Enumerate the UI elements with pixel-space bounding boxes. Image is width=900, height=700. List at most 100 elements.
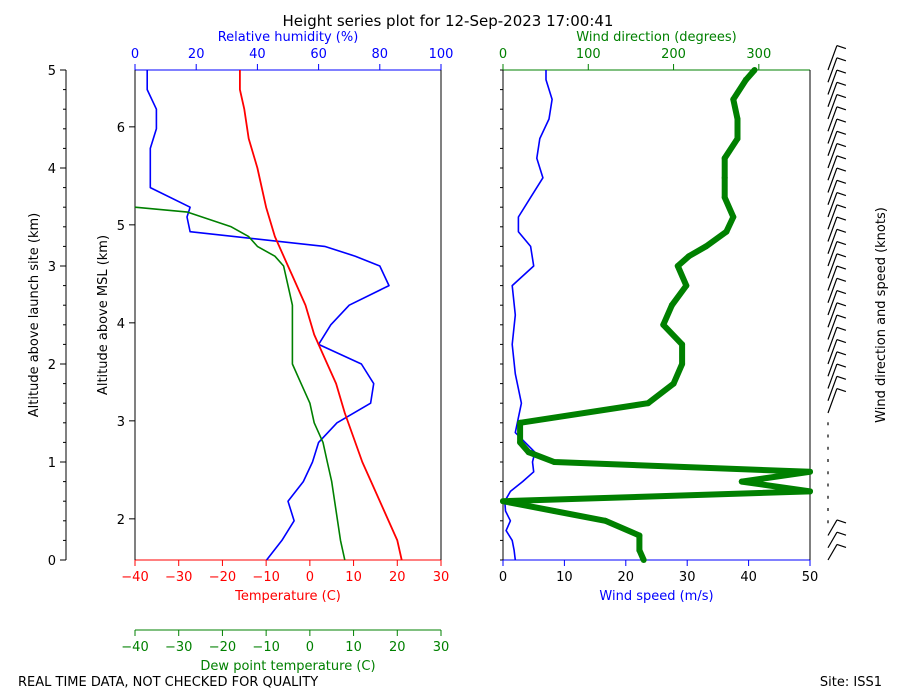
wind-barb-flag	[836, 130, 847, 135]
wind-barb	[827, 544, 838, 561]
wind-barb	[827, 363, 838, 389]
wind-barb-flag	[836, 167, 847, 172]
wind-barb-flag	[836, 228, 847, 233]
dewpoint-tick-label: 20	[389, 640, 406, 655]
wind-barb	[827, 327, 838, 352]
wind-barb	[827, 82, 838, 107]
wind-barb-flag	[836, 543, 847, 548]
wind-barb-flag	[836, 351, 847, 356]
wind-barb	[827, 314, 838, 340]
rh-series-line	[146, 70, 390, 561]
wdir-tick-label: 100	[576, 47, 601, 62]
wdir-axis-title: Wind direction (degrees)	[576, 30, 736, 45]
wind-barb	[827, 155, 838, 181]
wspd-tick-label: 50	[802, 570, 819, 585]
agl-axis-title: Altitude above launch site (km)	[27, 213, 42, 417]
agl-tick-label: 0	[48, 554, 56, 569]
dewpoint-axis-title: Dew point temperature (C)	[200, 659, 375, 674]
agl-tick-label: 5	[48, 64, 56, 79]
wind-barb-flag	[836, 253, 847, 258]
dewpoint-series-line	[134, 206, 346, 561]
site-label: Site: ISS1	[819, 675, 882, 690]
wind-barb	[827, 106, 838, 132]
wind-barb-flag	[836, 290, 847, 295]
wind-barb	[827, 265, 838, 291]
wind-barb	[827, 131, 838, 156]
temp-tick-label: −10	[252, 570, 279, 585]
wind-barb	[827, 118, 838, 144]
wind-barb-flag	[836, 45, 847, 50]
wind-barb	[827, 351, 838, 377]
wind-barb-flag	[836, 192, 847, 197]
wind-barb-flag	[836, 204, 847, 209]
wind-barb-flag	[836, 69, 847, 74]
wind-barb-flag	[836, 241, 847, 246]
wspd-tick-label: 40	[740, 570, 757, 585]
rh-tick-label: 60	[310, 47, 327, 62]
wind-barb	[827, 531, 838, 549]
temp-tick-label: 10	[345, 570, 362, 585]
temperature-series-line	[238, 70, 403, 561]
wind-barb	[827, 45, 838, 71]
rh-tick-label: 20	[188, 47, 205, 62]
temp-tick-label: −40	[121, 570, 148, 585]
wind-barb	[827, 302, 838, 328]
wind-barb	[827, 143, 838, 169]
wind-barb	[827, 204, 838, 230]
wind-barb-flag	[836, 155, 847, 160]
wind-barb	[827, 290, 838, 316]
wind-speed-series-line	[503, 70, 553, 561]
wspd-axis-title: Wind speed (m/s)	[599, 589, 713, 604]
wind-barb	[827, 167, 838, 193]
wspd-tick-label: 0	[499, 570, 507, 585]
wind-barb	[827, 241, 838, 267]
wind-barb-flag	[836, 363, 847, 368]
dewpoint-tick-label: −20	[209, 640, 236, 655]
wind-direction-series-line	[500, 68, 813, 562]
wind-barb	[827, 69, 838, 95]
wind-barb-flag	[836, 519, 847, 524]
msl-tick-label: 3	[117, 415, 125, 430]
wind-barb-flag	[836, 81, 847, 86]
temp-tick-label: 0	[306, 570, 314, 585]
wind-barb-flag	[836, 388, 847, 393]
wind-barb-flag	[836, 277, 847, 282]
wind-barb	[827, 57, 838, 83]
wind-barb-flag	[836, 216, 847, 221]
rh-tick-label: 0	[131, 47, 139, 62]
wind-barb	[827, 388, 838, 414]
wind-barb-flag	[836, 375, 847, 380]
temp-tick-label: −20	[209, 570, 236, 585]
wind-barb-flag	[836, 118, 847, 123]
wspd-tick-label: 30	[679, 570, 696, 585]
wspd-tick-label: 10	[556, 570, 573, 585]
dewpoint-tick-label: 10	[345, 640, 362, 655]
temp-axis-title: Temperature (C)	[234, 589, 341, 604]
wind-barb	[827, 94, 838, 120]
wind-barb-flag	[836, 179, 847, 184]
temp-tick-label: 20	[389, 570, 406, 585]
temp-tick-label: −30	[165, 570, 192, 585]
msl-tick-label: 5	[117, 219, 125, 234]
dewpoint-tick-label: 30	[433, 640, 450, 655]
wind-barb-flag	[836, 326, 847, 331]
wind-barb-flag	[836, 265, 847, 270]
dewpoint-tick-label: −10	[252, 640, 279, 655]
quality-warning: REAL TIME DATA, NOT CHECKED FOR QUALITY	[18, 675, 319, 690]
wind-barb-flag	[836, 57, 847, 62]
dewpoint-tick-label: −40	[121, 640, 148, 655]
wdir-tick-label: 0	[499, 47, 507, 62]
agl-tick-label: 2	[48, 358, 56, 373]
chart-title: Height series plot for 12-Sep-2023 17:00…	[283, 12, 614, 30]
wind-barb	[827, 278, 838, 303]
wind-barb	[827, 339, 838, 365]
rh-tick-label: 80	[372, 47, 389, 62]
agl-tick-label: 3	[48, 260, 56, 275]
wind-barb	[827, 376, 838, 401]
temp-tick-label: 30	[433, 570, 450, 585]
wind-barb	[827, 180, 838, 205]
wdir-tick-label: 200	[661, 47, 686, 62]
rh-axis-title: Relative humidity (%)	[218, 30, 359, 45]
barb-axis-title: Wind direction and speed (knots)	[874, 207, 889, 423]
